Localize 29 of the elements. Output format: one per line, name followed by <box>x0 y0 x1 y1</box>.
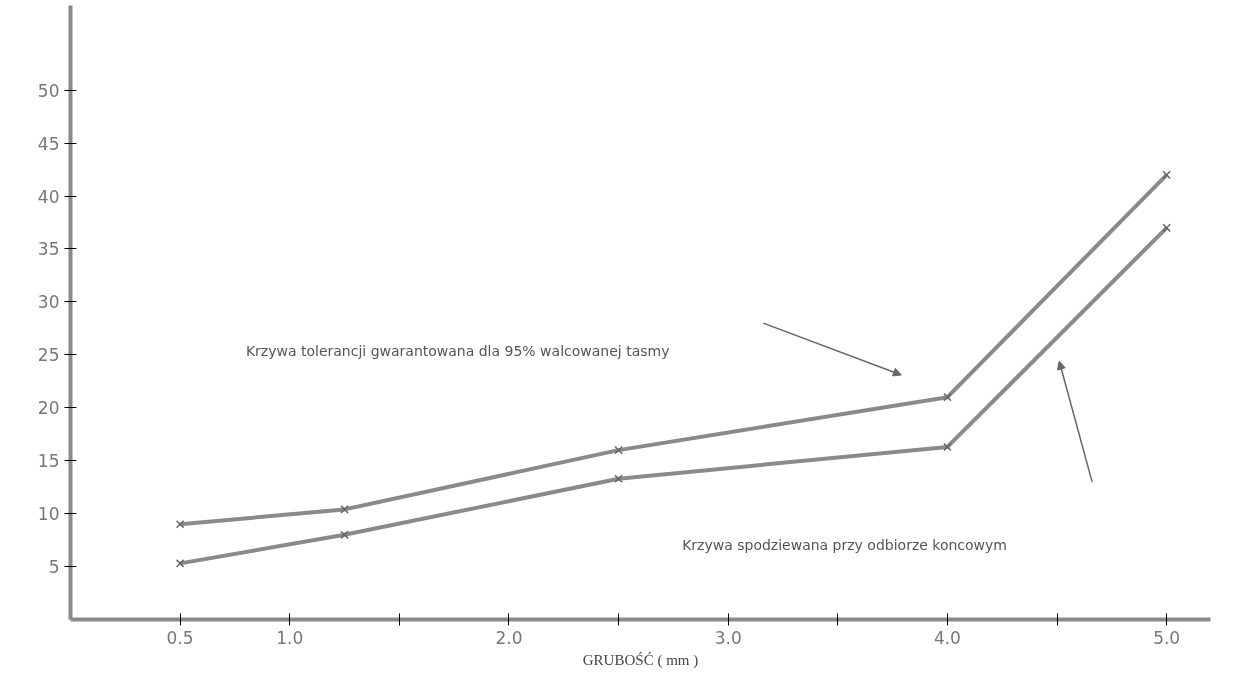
point <box>614 445 623 455</box>
y-tick-label: 30 <box>37 292 60 313</box>
y-tick-label: 50 <box>37 80 60 101</box>
annotation: Krzywa spodziewana przy odbiorze koncowym <box>682 537 1007 554</box>
annotation: Krzywa tolerancji gwarantowana dla 95% walcowanej tasmy <box>245 342 670 359</box>
y-tick-label: 40 <box>37 186 60 207</box>
point <box>175 559 185 568</box>
point <box>340 505 349 514</box>
x-tick-label: 2.0 <box>495 627 523 648</box>
y-tick-label: 35 <box>37 239 60 260</box>
point <box>1162 223 1171 233</box>
point <box>175 519 185 529</box>
x-tick-label: 5.0 <box>1153 627 1181 648</box>
x-tick-label: 0.5 <box>166 627 194 648</box>
point <box>614 474 623 483</box>
y-tick-label: 25 <box>37 345 60 366</box>
x-tick-label: 1.0 <box>276 627 304 648</box>
point <box>943 442 952 452</box>
y-tick-label: 10 <box>37 504 60 525</box>
y-tick-label: 5 <box>48 557 60 578</box>
y-tick-label: 45 <box>37 133 60 154</box>
x-tick-label: 4.0 <box>933 627 961 648</box>
point <box>1162 170 1171 180</box>
point <box>943 392 952 402</box>
point <box>340 530 349 540</box>
x-tick-label: 3.0 <box>714 627 742 648</box>
y-tick-label: 15 <box>37 451 60 472</box>
x-axis-title: GRUBOŚĆ ( mm ) <box>582 651 699 669</box>
y-tick-label: 20 <box>37 398 60 419</box>
